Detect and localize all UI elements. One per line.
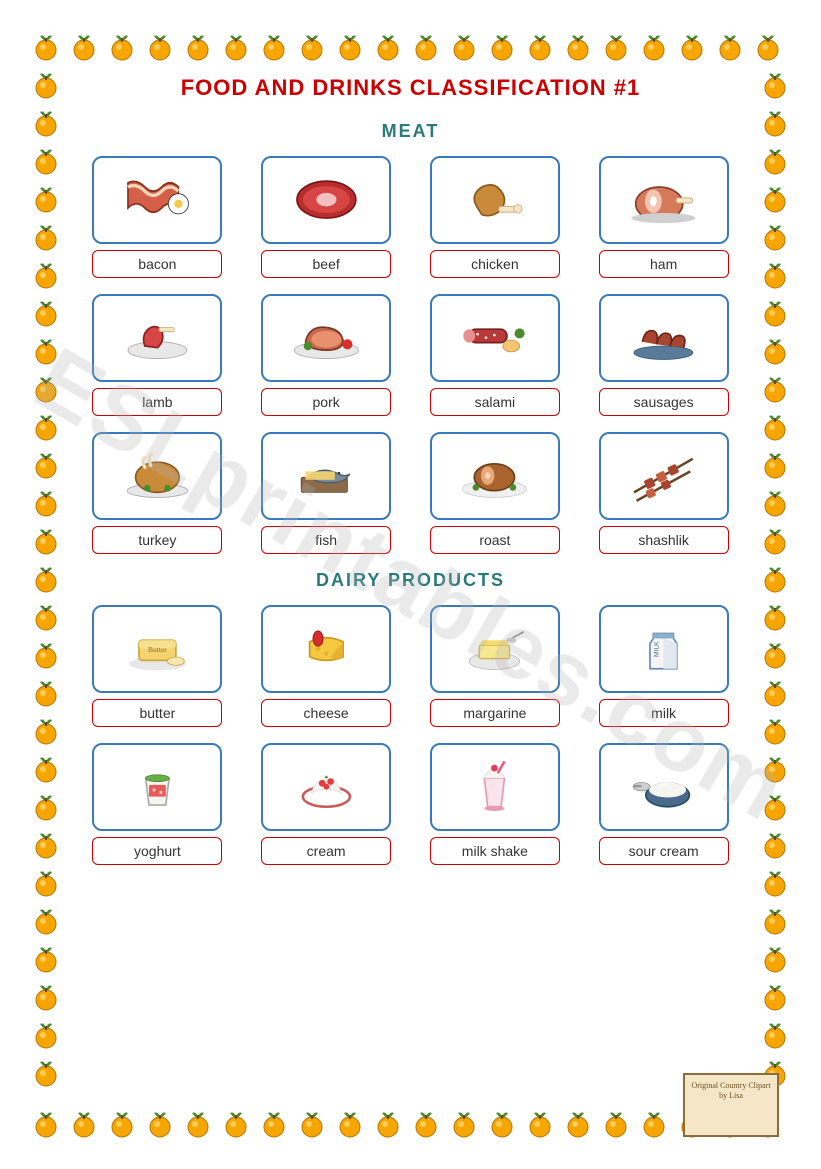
item-label: lamb (92, 388, 222, 416)
item-label: margarine (430, 699, 560, 727)
fish-icon (261, 432, 391, 520)
turkey-icon (92, 432, 222, 520)
beef-icon (261, 156, 391, 244)
food-item: ham (590, 156, 737, 278)
shashlik-icon (599, 432, 729, 520)
item-label: cheese (261, 699, 391, 727)
food-item: beef (253, 156, 400, 278)
margarine-icon (430, 605, 560, 693)
lamb-icon (92, 294, 222, 382)
cheese-icon (261, 605, 391, 693)
food-item: lamb (84, 294, 231, 416)
butter-icon: Butter (92, 605, 222, 693)
food-item: MILK milk (590, 605, 737, 727)
bacon-icon (92, 156, 222, 244)
food-item: salami (422, 294, 569, 416)
roast-icon (430, 432, 560, 520)
item-label: bacon (92, 250, 222, 278)
item-label: milk (599, 699, 729, 727)
item-label: shashlik (599, 526, 729, 554)
food-item: turkey (84, 432, 231, 554)
chicken-icon (430, 156, 560, 244)
food-item: cream (253, 743, 400, 865)
food-item: Butter butter (84, 605, 231, 727)
food-item: cheese (253, 605, 400, 727)
food-item: chicken (422, 156, 569, 278)
food-item: roast (422, 432, 569, 554)
svg-text:MILK: MILK (654, 641, 661, 657)
item-label: cream (261, 837, 391, 865)
salami-icon (430, 294, 560, 382)
food-item: sour cream (590, 743, 737, 865)
food-item: bacon (84, 156, 231, 278)
item-label: yoghurt (92, 837, 222, 865)
item-label: chicken (430, 250, 560, 278)
worksheet-content: FOOD AND DRINKS CLASSIFICATION #1 MEAT ba… (80, 75, 741, 1094)
section-heading: MEAT (80, 121, 741, 142)
item-label: milk shake (430, 837, 560, 865)
item-label: pork (261, 388, 391, 416)
food-item: shashlik (590, 432, 737, 554)
food-item: yoghurt (84, 743, 231, 865)
milkshake-icon (430, 743, 560, 831)
yoghurt-icon (92, 743, 222, 831)
pork-icon (261, 294, 391, 382)
item-label: butter (92, 699, 222, 727)
food-item: milk shake (422, 743, 569, 865)
section-heading: DAIRY PRODUCTS (80, 570, 741, 591)
credit-badge: Original Country Clipart by Lisa (683, 1073, 779, 1137)
food-item: sausages (590, 294, 737, 416)
item-label: turkey (92, 526, 222, 554)
svg-text:Butter: Butter (148, 645, 167, 654)
food-item: fish (253, 432, 400, 554)
sourcream-icon (599, 743, 729, 831)
item-label: sausages (599, 388, 729, 416)
item-label: ham (599, 250, 729, 278)
item-label: roast (430, 526, 560, 554)
item-label: fish (261, 526, 391, 554)
milk-icon: MILK (599, 605, 729, 693)
item-label: salami (430, 388, 560, 416)
ham-icon (599, 156, 729, 244)
food-item: margarine (422, 605, 569, 727)
sausages-icon (599, 294, 729, 382)
item-label: beef (261, 250, 391, 278)
cream-icon (261, 743, 391, 831)
page-title: FOOD AND DRINKS CLASSIFICATION #1 (80, 75, 741, 101)
item-label: sour cream (599, 837, 729, 865)
item-grid: Butter butter cheese margarine MILK milk yoghu… (80, 605, 741, 865)
item-grid: bacon beef chicken ham lamb pork salami sausage… (80, 156, 741, 554)
food-item: pork (253, 294, 400, 416)
credit-text: Original Country Clipart by Lisa (687, 1081, 775, 1102)
